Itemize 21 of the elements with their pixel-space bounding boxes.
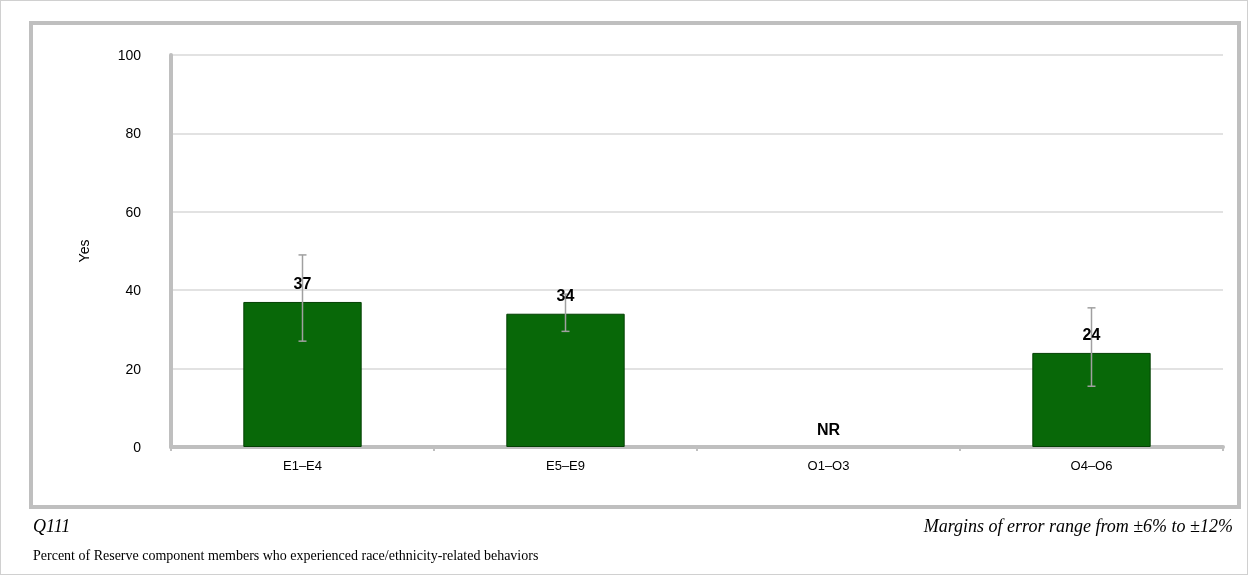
text: Q111 [33,516,71,537]
y-tick-label: 100 [117,47,142,63]
x-tick-label: E1–E4 [282,458,323,473]
y-tick-label: 80 [125,125,142,142]
bar [1032,352,1151,447]
y-tick-label: 60 [125,203,142,220]
x-tick-label: O1–O3 [807,458,850,473]
bar [243,301,362,447]
y-tick-label: 0 [133,439,142,455]
y-axis-title: Yes [76,239,92,263]
data-label: 37 [293,275,312,293]
x-tick-label: E5–E9 [545,458,586,473]
text: Margins of error range from ±6% to ±12% [923,516,1233,537]
x-tick-label: O4–O6 [1070,458,1113,473]
data-label: 24 [1082,326,1101,344]
bar [506,313,625,447]
text: Percent of Reserve component members who experienced race/ethnicity-related behaviors [33,548,539,564]
data-label: 34 [556,287,575,305]
y-tick-label: 20 [125,360,142,377]
y-tick-label: 40 [125,282,142,299]
text: NR [816,420,841,438]
